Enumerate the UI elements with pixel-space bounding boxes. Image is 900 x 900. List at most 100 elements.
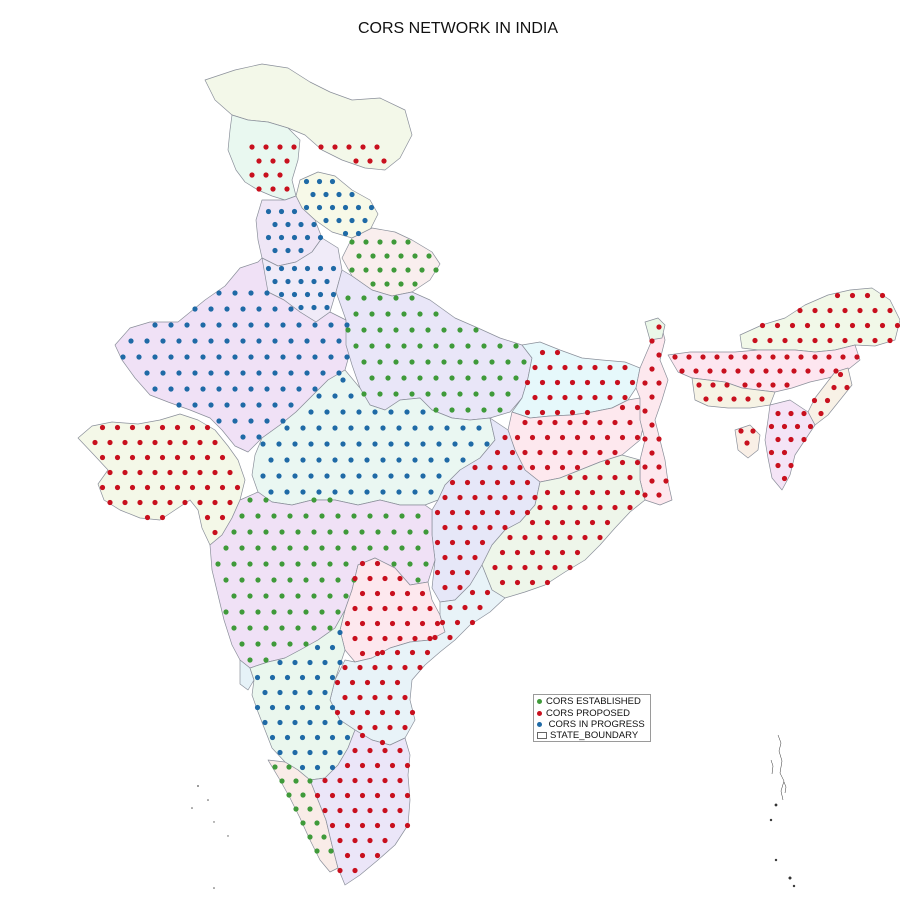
cors-proposed-point [359, 852, 366, 859]
cors-in-progress-point [192, 306, 198, 312]
cors-proposed-point [204, 484, 211, 491]
cors-established-point [425, 327, 431, 333]
cors-proposed-point [775, 436, 781, 443]
cors-established-point [417, 311, 423, 317]
cors-proposed-point [724, 382, 730, 388]
cors-proposed-point [379, 739, 386, 746]
cors-proposed-point [144, 484, 151, 491]
cors-proposed-point [332, 144, 338, 150]
cors-proposed-point [342, 694, 348, 701]
cors-in-progress-point [322, 749, 328, 756]
cors-in-progress-point [288, 370, 294, 376]
cors-proposed-point [767, 337, 773, 344]
cors-established-point [383, 513, 389, 519]
cors-proposed-point [367, 747, 373, 754]
cors-in-progress-point [160, 338, 166, 344]
cors-established-point [415, 513, 421, 519]
cors-proposed-point [322, 777, 328, 784]
cors-established-point [465, 375, 471, 381]
cors-in-progress-point [388, 473, 394, 479]
cors-proposed-point [781, 449, 788, 456]
cors-in-progress-point [298, 247, 304, 254]
cors-established-point [335, 609, 341, 615]
cors-proposed-point [457, 584, 463, 591]
cors-in-progress-point [314, 644, 321, 651]
cors-proposed-point [409, 709, 416, 716]
cors-in-progress-point [404, 409, 410, 415]
cors-proposed-point [864, 322, 871, 329]
cors-in-progress-point [248, 418, 254, 424]
cors-proposed-point [627, 504, 633, 511]
cors-proposed-point [329, 822, 336, 829]
cors-proposed-point [122, 499, 128, 506]
cors-proposed-point [537, 449, 543, 456]
cors-established-point [398, 253, 404, 259]
cors-proposed-point [582, 534, 588, 541]
cors-in-progress-point [356, 441, 362, 447]
cors-established-point [457, 359, 463, 365]
cors-proposed-point [359, 650, 366, 657]
cors-in-progress-point [362, 217, 368, 224]
cors-proposed-point [789, 322, 796, 329]
cors-proposed-point [472, 494, 478, 501]
cors-established-point [263, 625, 269, 631]
cors-proposed-point [397, 747, 403, 754]
cors-in-progress-point [224, 402, 230, 408]
cors-established-point [377, 327, 383, 333]
cors-proposed-point [434, 509, 441, 516]
cors-proposed-point [559, 434, 566, 441]
cors-proposed-point [397, 807, 403, 814]
cors-in-progress-point [256, 338, 262, 344]
cors-in-progress-point [224, 306, 230, 312]
cors-in-progress-point [329, 178, 336, 185]
cors-in-progress-point [288, 402, 294, 408]
cors-proposed-point [634, 404, 641, 411]
cors-proposed-point [782, 337, 788, 344]
cors-established-point [417, 375, 423, 381]
cors-established-point [271, 545, 277, 551]
cors-proposed-point [344, 620, 351, 627]
cors-established-point [401, 343, 407, 349]
cors-proposed-point [270, 158, 276, 164]
cors-proposed-point [469, 589, 476, 596]
cors-proposed-point [749, 368, 755, 374]
cors-established-point [433, 267, 439, 273]
cors-proposed-point [559, 519, 566, 526]
cors-proposed-point [359, 620, 366, 627]
cors-in-progress-point [404, 441, 410, 447]
state-manipur-nagaland [807, 367, 853, 426]
cors-proposed-point [256, 186, 262, 192]
cors-proposed-point [700, 354, 706, 360]
cors-proposed-point [382, 777, 388, 784]
cors-established-point [449, 407, 455, 413]
cors-proposed-point [537, 564, 543, 571]
cors-in-progress-point [329, 674, 336, 681]
cors-in-progress-point [460, 457, 466, 463]
cors-proposed-point [457, 554, 463, 561]
cors-in-progress-point [208, 370, 214, 376]
cors-established-point [263, 657, 269, 663]
cors-proposed-point [322, 807, 328, 814]
cors-in-progress-point [208, 338, 214, 344]
cors-established-point [417, 343, 423, 349]
cors-proposed-point [447, 604, 453, 611]
cors-proposed-point [389, 792, 396, 799]
cors-proposed-point [227, 469, 233, 476]
cors-in-progress-point [272, 221, 278, 228]
cors-in-progress-point [344, 734, 351, 741]
cors-proposed-point [574, 549, 581, 556]
cors-established-point [327, 497, 333, 503]
cors-proposed-point [277, 144, 283, 150]
cors-in-progress-point [303, 204, 310, 211]
cors-in-progress-point [168, 322, 174, 328]
cors-proposed-point [389, 620, 396, 627]
cors-proposed-point [656, 436, 662, 442]
cors-in-progress-point [380, 457, 386, 463]
cors-in-progress-point [248, 322, 254, 328]
cors-proposed-point [824, 397, 831, 404]
cors-in-progress-point [299, 764, 306, 771]
cors-proposed-point [159, 484, 166, 491]
cors-proposed-point [256, 158, 262, 164]
cors-established-point [314, 820, 320, 826]
